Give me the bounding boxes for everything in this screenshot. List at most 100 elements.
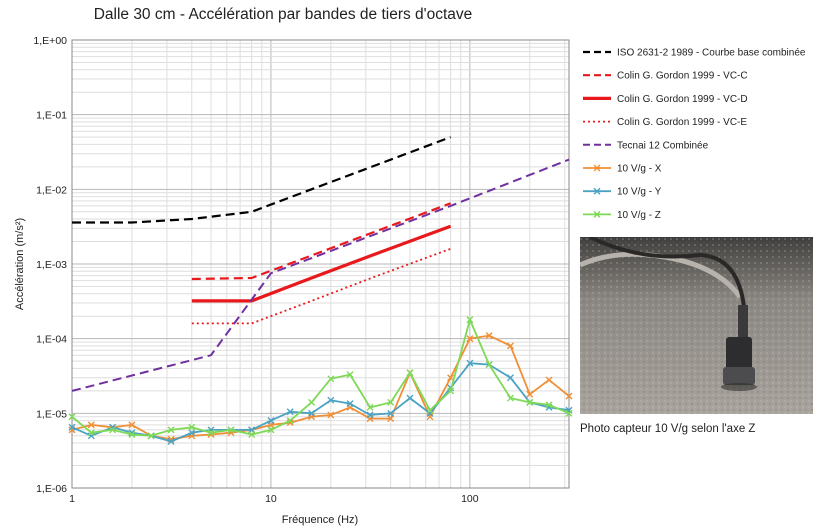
y-tick-label: 1,E-05 [36,408,67,420]
x-axis-label: Fréquence (Hz) [282,514,358,526]
legend-label: 10 V/g - Z [617,210,661,221]
data-point-marker [207,429,215,437]
data-point-marker [565,409,573,417]
legend-label: Colin G. Gordon 1999 - VC-D [617,94,748,105]
y-tick-label: 1,E-01 [36,110,67,122]
data-point-marker [426,406,434,414]
data-point-marker [109,426,117,434]
legend-marker [593,164,601,172]
data-point-marker [485,332,493,340]
data-point-marker [267,426,275,434]
data-point-marker [346,400,354,408]
data-point-marker [308,409,316,417]
data-point-marker [327,375,335,383]
legend-item: Colin G. Gordon 1999 - VC-E [583,117,747,128]
y-tick-label: 1,E-03 [36,259,67,271]
series-layer [68,136,573,445]
data-point-marker [267,417,275,425]
data-point-marker [188,429,196,437]
data-point-marker [447,387,455,395]
data-point-marker [387,409,395,417]
legend-label: Colin G. Gordon 1999 - VC-E [617,117,747,128]
y-axis-label: Accélération (m/s²) [14,218,26,310]
data-point-marker [387,415,395,423]
data-point-marker [128,431,136,439]
data-point-marker [466,335,474,343]
series-line [72,136,451,224]
series-10-v-g-z [68,316,573,440]
data-point-marker [87,421,95,429]
chart-title: Dalle 30 cm - Accélération par bandes de… [94,6,473,23]
legend: ISO 2631-2 1989 - Courbe base combinée Co… [583,48,806,221]
data-point-marker [526,390,534,398]
data-point-marker [447,374,455,382]
x-tick-label: 10 [265,493,277,505]
legend-item: 10 V/g - Z [583,210,661,221]
data-point-marker [506,342,514,350]
x-tick-label: 1 [69,493,75,505]
series-line [71,158,570,392]
series-10-v-g-x [68,332,573,443]
data-point-marker [327,411,335,419]
series-iso-2631-2-1989-courbe-base-combin-e [72,136,451,224]
legend-item: 10 V/g - X [583,164,662,175]
data-point-marker [68,423,76,431]
data-point-marker [227,426,235,434]
legend-label: Tecnai 12 Combinée [617,140,709,151]
y-tick-label: 1,E+00 [33,35,67,47]
data-point-marker [87,429,95,437]
data-point-marker [366,403,374,411]
legend-marker [593,210,601,218]
data-point-marker [466,359,474,367]
data-point-marker [366,411,374,419]
legend-marker [593,187,601,195]
series-colin-g-gordon-1999-vc-c [191,202,451,281]
legend-label: 10 V/g - X [617,164,662,175]
legend-label: 10 V/g - Y [617,187,662,198]
data-point-marker [128,421,136,429]
data-point-marker [286,417,294,425]
y-tick-label: 1,E-06 [36,483,67,495]
data-point-marker [286,408,294,416]
series-line [191,247,451,325]
data-point-marker [327,396,335,404]
series-line [71,318,570,437]
plot-area-border [71,39,570,489]
grid [71,40,569,489]
series-line [191,202,451,281]
series-line [71,362,570,443]
data-point-marker [506,374,514,382]
data-point-marker [565,392,573,400]
legend-label: Colin G. Gordon 1999 - VC-C [617,71,748,82]
data-point-marker [387,398,395,406]
data-point-marker [506,394,514,402]
tick-labels: 1 10 100 1,E-06 1,E-05 1,E-04 1,E-03 1,E-02 1,E-… [33,35,478,505]
y-tick-label: 1,E-02 [36,184,67,196]
data-point-marker [188,423,196,431]
legend-item: Tecnai 12 Combinée [583,140,709,151]
series-line [71,334,570,441]
data-point-marker [167,437,175,445]
series-line [191,224,452,303]
data-point-marker [545,401,553,409]
data-point-marker [308,398,316,406]
data-point-marker [545,376,553,384]
data-point-marker [147,432,155,440]
data-point-marker [346,371,354,379]
data-point-marker [167,426,175,434]
sensor-photo [580,237,813,414]
photo-caption: Photo capteur 10 V/g selon l'axe Z [580,423,756,435]
data-point-marker [526,398,534,406]
data-point-marker [485,361,493,369]
series-colin-g-gordon-1999-vc-d [191,224,452,303]
data-point-marker [466,316,474,324]
data-point-marker [248,431,256,439]
data-point-marker [406,369,414,377]
legend-item: ISO 2631-2 1989 - Courbe base combinée [583,48,806,59]
legend-item: 10 V/g - Y [583,187,662,198]
legend-item: Colin G. Gordon 1999 - VC-C [583,71,748,82]
series-tecnai-12-combin-e [71,158,570,392]
legend-label: ISO 2631-2 1989 - Courbe base combinée [617,48,806,59]
y-tick-label: 1,E-04 [36,334,67,346]
